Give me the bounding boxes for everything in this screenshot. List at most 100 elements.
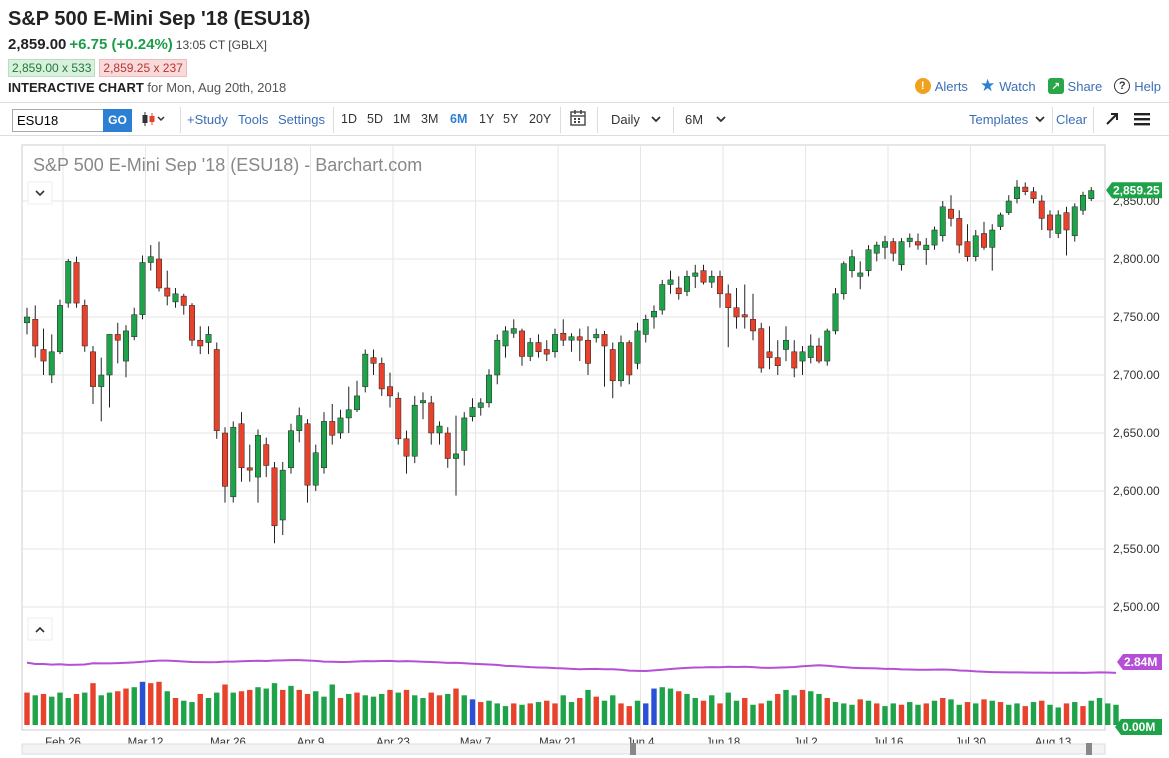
volume-bar xyxy=(1063,703,1070,725)
volume-bar xyxy=(783,689,789,725)
alerts-button[interactable]: ! Alerts xyxy=(914,78,968,94)
candle-body xyxy=(717,276,723,295)
period-6m[interactable]: 6M xyxy=(450,112,468,126)
volume-bar xyxy=(948,699,954,725)
scrollbar-handle[interactable] xyxy=(630,743,636,755)
candle-body xyxy=(362,353,369,387)
chart-type-dropdown[interactable] xyxy=(141,111,167,130)
collapse-price-button[interactable] xyxy=(27,181,53,205)
candle-body xyxy=(164,287,171,297)
volume-bar xyxy=(469,699,476,725)
candle-body xyxy=(477,402,484,408)
volume-bar xyxy=(197,693,203,725)
interval-dropdown[interactable]: Daily xyxy=(611,112,662,127)
study-button[interactable]: +Study xyxy=(187,112,228,127)
period-20y[interactable]: 20Y xyxy=(529,112,552,126)
period-5d[interactable]: 5D xyxy=(367,112,383,126)
ask-badge: 2,859.25 x 237 xyxy=(99,59,187,77)
volume-bar xyxy=(956,704,962,725)
period-1y[interactable]: 1Y xyxy=(479,112,495,126)
price-tick-label: 2,650.00 xyxy=(1113,426,1160,440)
chart-scrollbar[interactable] xyxy=(21,743,1106,755)
volume-bar xyxy=(370,696,377,725)
volume-bar xyxy=(758,703,764,725)
candle-body xyxy=(931,229,938,246)
candle-body xyxy=(230,426,237,498)
candle-body xyxy=(626,342,633,376)
toolbar-divider xyxy=(673,107,674,133)
candle-body xyxy=(807,345,814,358)
price-tick-label: 2,600.00 xyxy=(1113,484,1160,498)
candle-body xyxy=(238,423,245,469)
period-3m[interactable]: 3M xyxy=(421,112,439,126)
price-chart-svg[interactable]: 2,850.002,800.002,750.002,700.002,650.00… xyxy=(0,140,1169,758)
go-button[interactable]: GO xyxy=(103,109,132,132)
candle-body xyxy=(354,395,360,411)
candle-body xyxy=(981,233,987,248)
expand-button[interactable] xyxy=(1104,111,1120,130)
collapse-volume-button[interactable] xyxy=(27,617,53,641)
volume-bar xyxy=(667,688,674,725)
candle-body xyxy=(378,363,385,390)
range-dropdown[interactable]: 6M xyxy=(685,112,727,127)
volume-bar xyxy=(989,700,995,725)
volume-bar xyxy=(1006,704,1012,725)
volume-bar xyxy=(791,695,797,725)
period-1d[interactable]: 1D xyxy=(341,112,357,126)
volume-bar xyxy=(519,704,525,725)
candle-body xyxy=(98,374,105,387)
candle-body xyxy=(180,295,187,306)
settings-button[interactable]: Settings xyxy=(278,112,325,127)
period-5y[interactable]: 5Y xyxy=(503,112,519,126)
volume-bar xyxy=(329,684,335,725)
volume-zero-label: 0.00M xyxy=(1122,720,1155,734)
last-price-label: 2,859.25 xyxy=(1113,183,1160,197)
volume-bar xyxy=(997,702,1004,725)
tools-button[interactable]: Tools xyxy=(238,112,269,127)
volume-bar xyxy=(412,695,418,725)
volume-bar xyxy=(106,692,113,725)
candle-body xyxy=(906,237,913,242)
candle-body xyxy=(24,316,30,324)
candle-body xyxy=(667,279,674,285)
templates-dropdown[interactable]: Templates xyxy=(969,112,1046,127)
calendar-button[interactable] xyxy=(570,109,586,130)
candle-body xyxy=(337,417,344,434)
volume-bar xyxy=(1055,707,1061,725)
volume-bar xyxy=(502,706,509,725)
candle-body xyxy=(708,276,715,283)
candle-body xyxy=(304,423,311,486)
candle-body xyxy=(370,357,377,364)
help-button[interactable]: ? Help xyxy=(1114,78,1161,94)
candle-body xyxy=(799,351,806,362)
toolbar-divider xyxy=(1052,107,1053,133)
volume-bar xyxy=(24,692,30,725)
price-tick-label: 2,800.00 xyxy=(1113,252,1160,266)
clear-button[interactable]: Clear xyxy=(1056,112,1088,127)
volume-bar xyxy=(618,703,624,725)
candle-body xyxy=(651,310,657,318)
volume-bar xyxy=(1113,704,1119,725)
menu-button[interactable] xyxy=(1134,112,1150,129)
volume-bar xyxy=(626,706,632,725)
toolbar-divider xyxy=(560,107,561,133)
watch-button[interactable]: ★ Watch xyxy=(980,76,1036,96)
candle-body xyxy=(106,334,113,376)
candle-body xyxy=(609,349,616,382)
candle-body xyxy=(403,438,410,457)
chart-area[interactable]: 2,850.00 2,800.00 2,750.00 2,700.00 2,650.00… xyxy=(0,140,1169,758)
period-1m[interactable]: 1M xyxy=(393,112,411,126)
candle-body xyxy=(774,357,781,366)
symbol-input[interactable] xyxy=(12,109,104,132)
scrollbar-handle[interactable] xyxy=(1086,743,1092,755)
volume-bar xyxy=(709,695,715,725)
candle-body xyxy=(65,261,72,304)
volume-bar xyxy=(461,695,467,725)
volume-bar xyxy=(230,692,236,725)
share-button[interactable]: ↗ Share xyxy=(1047,78,1102,94)
candle-body xyxy=(956,218,963,246)
volume-bar xyxy=(568,702,575,725)
candle-body xyxy=(312,452,319,486)
candle-body xyxy=(659,284,666,311)
volume-bar xyxy=(181,700,187,725)
